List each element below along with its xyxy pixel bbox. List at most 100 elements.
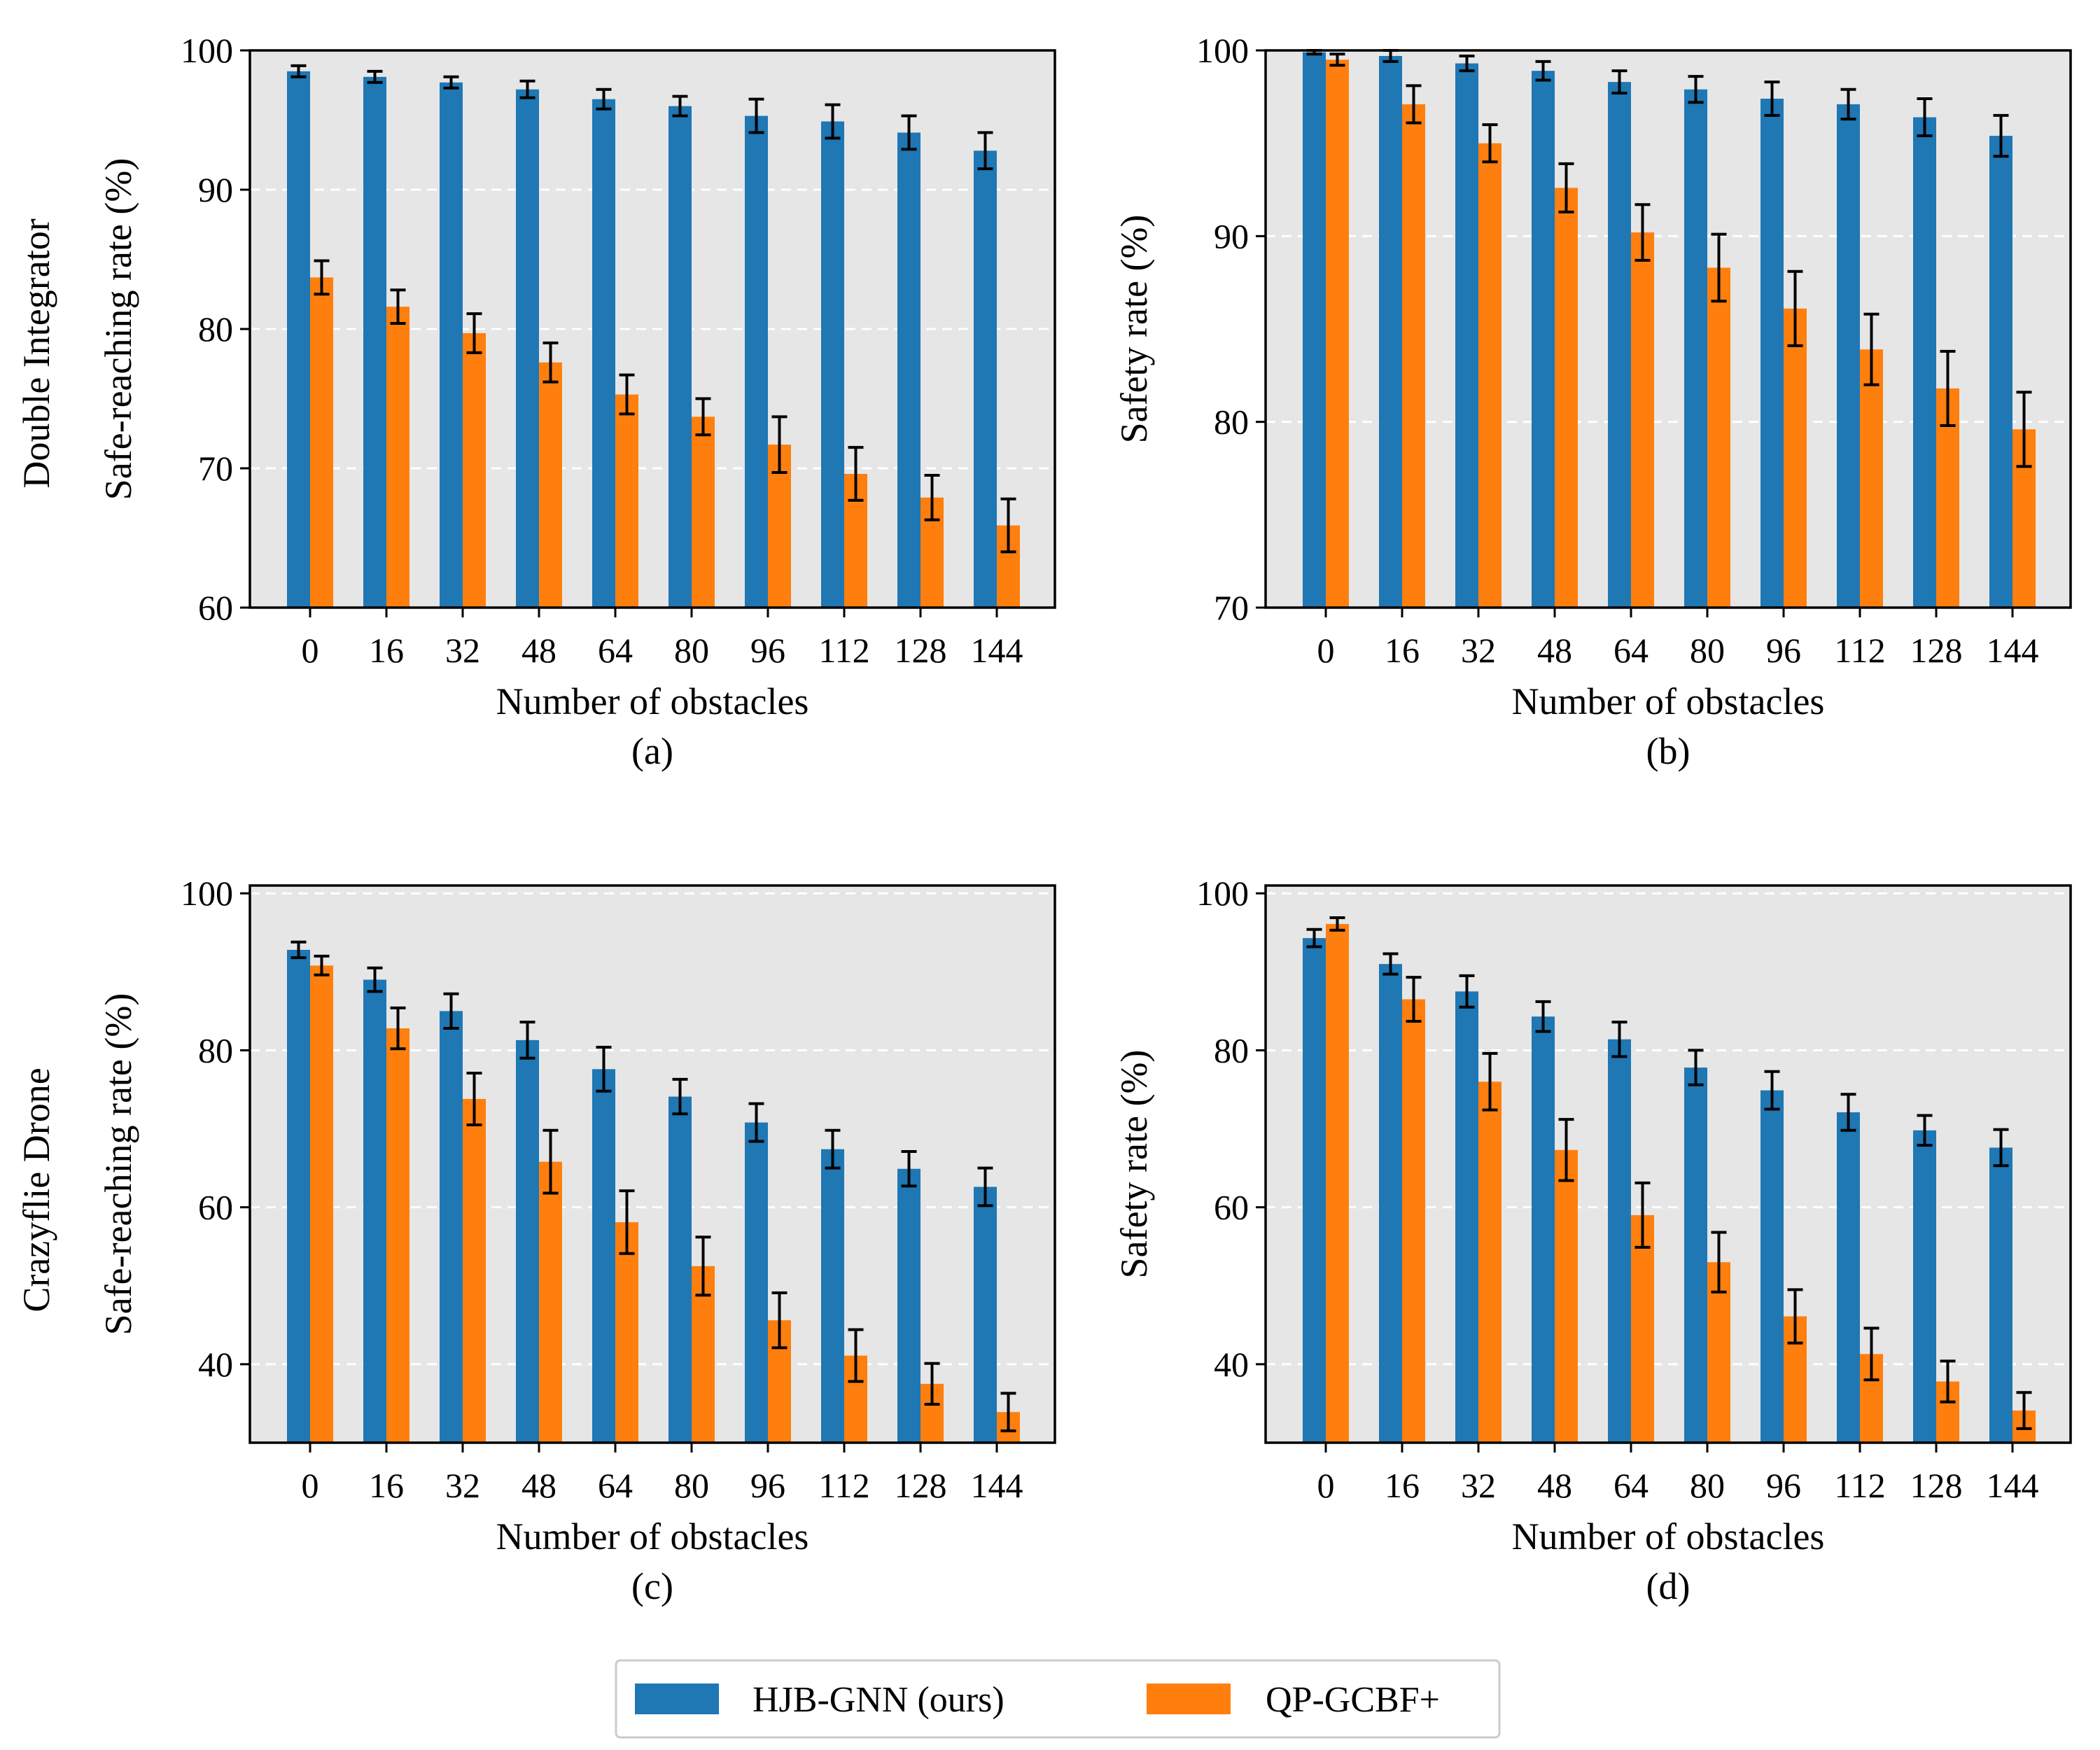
bar-hjb-gnn-64	[592, 99, 615, 608]
bar-hjb-gnn-144	[1989, 136, 2012, 608]
x-tick-label: 0	[302, 1466, 319, 1505]
bar-qp-gcbf-64	[1631, 232, 1654, 608]
x-tick-label: 128	[1910, 1466, 1963, 1505]
bar-hjb-gnn-48	[1532, 71, 1555, 608]
chart-panel-2: 40 60 80 100 0 16 32 48 64 80 96 112 128 144 Number of…	[97, 874, 1056, 1607]
x-tick-label: 32	[445, 1466, 480, 1505]
y-axis-label: Safety rate (%)	[1113, 1050, 1155, 1279]
bar-hjb-gnn-32	[440, 82, 463, 608]
row-label-crazyflie-drone: Crazyflie Drone	[15, 1068, 57, 1312]
chart-panel-1: 70 80 90 100 0 16 32 48 64 80 96 112 128 144 Number of…	[1113, 31, 2072, 772]
x-axis-label: Number of obstacles	[496, 1516, 809, 1558]
y-tick-label: 80	[198, 309, 233, 349]
bar-hjb-gnn-0	[287, 949, 310, 1443]
bar-qp-gcbf-16	[1402, 999, 1425, 1443]
x-tick-label: 64	[1614, 631, 1648, 670]
bar-qp-gcbf-32	[1478, 143, 1502, 608]
bar-hjb-gnn-80	[668, 106, 692, 608]
bar-hjb-gnn-96	[745, 1122, 768, 1443]
bar-qp-gcbf-48	[539, 362, 562, 608]
panel-caption: (d)	[1646, 1565, 1690, 1607]
legend-label-qp-gcbf: QP-GCBF+	[1266, 1680, 1440, 1720]
bar-hjb-gnn-128	[1913, 117, 1936, 608]
bar-qp-gcbf-16	[386, 1028, 410, 1443]
x-tick-label: 64	[1614, 1466, 1648, 1505]
x-tick-label: 112	[818, 1466, 869, 1505]
panels: 60 70 80 90 100 0 16 32 48 64 80 96 112 128 144 Number …	[97, 31, 2072, 1607]
bar-hjb-gnn-16	[363, 76, 386, 608]
bar-hjb-gnn-64	[1608, 82, 1631, 608]
bar-qp-gcbf-0	[310, 277, 333, 608]
y-tick-label: 60	[198, 1188, 233, 1227]
bar-qp-gcbf-64	[1631, 1214, 1654, 1443]
y-tick-label: 80	[1214, 402, 1249, 442]
x-tick-label: 112	[818, 631, 869, 670]
bar-hjb-gnn-128	[897, 1168, 920, 1443]
y-tick-label: 70	[198, 449, 233, 488]
x-tick-label: 0	[1317, 1466, 1335, 1505]
bar-hjb-gnn-96	[1760, 1090, 1784, 1443]
panel-caption: (b)	[1646, 730, 1690, 772]
bar-hjb-gnn-16	[1379, 55, 1402, 608]
bar-qp-gcbf-112	[1860, 349, 1883, 608]
bar-hjb-gnn-112	[821, 1149, 844, 1443]
y-tick-label: 90	[198, 170, 233, 209]
legend-swatch-hjb-gnn	[635, 1684, 719, 1714]
bar-qp-gcbf-32	[463, 1098, 486, 1443]
x-tick-label: 48	[522, 631, 556, 670]
panel-caption: (a)	[631, 730, 673, 772]
bar-hjb-gnn-80	[1684, 1068, 1707, 1443]
x-tick-label: 80	[1690, 1466, 1725, 1505]
bar-qp-gcbf-64	[615, 394, 638, 608]
panel-caption: (c)	[631, 1565, 673, 1607]
bar-hjb-gnn-48	[1532, 1016, 1555, 1443]
y-axis-label: Safe-reaching rate (%)	[97, 993, 139, 1336]
bar-qp-gcbf-0	[1326, 923, 1349, 1443]
bar-hjb-gnn-48	[516, 1040, 539, 1443]
x-tick-label: 96	[750, 631, 785, 670]
x-axis-label: Number of obstacles	[1512, 1516, 1825, 1558]
x-tick-label: 112	[1834, 631, 1885, 670]
x-axis-label: Number of obstacles	[496, 680, 809, 722]
plot-frame	[248, 49, 1056, 609]
bar-hjb-gnn-80	[1684, 89, 1707, 608]
x-tick-label: 96	[750, 1466, 785, 1505]
bar-hjb-gnn-16	[1379, 964, 1402, 1443]
chart-panel-3: 40 60 80 100 0 16 32 48 64 80 96 112 128 144 Number of…	[1113, 874, 2072, 1607]
y-tick-label: 100	[181, 874, 233, 913]
x-tick-label: 0	[302, 631, 319, 670]
bar-hjb-gnn-144	[1989, 1147, 2012, 1443]
y-tick-label: 90	[1214, 216, 1249, 255]
y-tick-label: 40	[198, 1345, 233, 1384]
y-tick-label: 100	[181, 31, 233, 70]
x-tick-label: 112	[1834, 1466, 1885, 1505]
bar-qp-gcbf-96	[1784, 308, 1807, 608]
y-tick-label: 100	[1196, 874, 1249, 913]
bar-hjb-gnn-128	[897, 132, 920, 608]
y-tick-label: 40	[1214, 1345, 1249, 1384]
chart-panel-0: 60 70 80 90 100 0 16 32 48 64 80 96 112 128 144 Number …	[97, 31, 1056, 772]
bar-qp-gcbf-0	[1326, 59, 1349, 608]
bar-hjb-gnn-64	[592, 1069, 615, 1443]
y-tick-label: 60	[198, 588, 233, 627]
bar-hjb-gnn-48	[516, 89, 539, 608]
bar-qp-gcbf-32	[463, 332, 486, 608]
bar-hjb-gnn-112	[1837, 1112, 1860, 1443]
x-tick-label: 0	[1317, 631, 1335, 670]
x-tick-label: 144	[971, 631, 1023, 670]
bar-qp-gcbf-80	[692, 416, 715, 608]
x-tick-label: 128	[895, 631, 947, 670]
legend: HJB-GNN (ours) QP-GCBF+	[615, 1659, 1501, 1739]
bar-hjb-gnn-64	[1608, 1039, 1631, 1443]
y-tick-label: 80	[198, 1030, 233, 1070]
x-tick-label: 64	[598, 631, 633, 670]
bar-hjb-gnn-16	[363, 979, 386, 1443]
bar-hjb-gnn-80	[668, 1096, 692, 1443]
bar-qp-gcbf-48	[1555, 188, 1578, 608]
bar-qp-gcbf-48	[1555, 1149, 1578, 1443]
x-tick-label: 96	[1766, 1466, 1801, 1505]
bar-qp-gcbf-0	[310, 965, 333, 1443]
x-tick-label: 64	[598, 1466, 633, 1505]
plot-frame	[248, 884, 1056, 1444]
